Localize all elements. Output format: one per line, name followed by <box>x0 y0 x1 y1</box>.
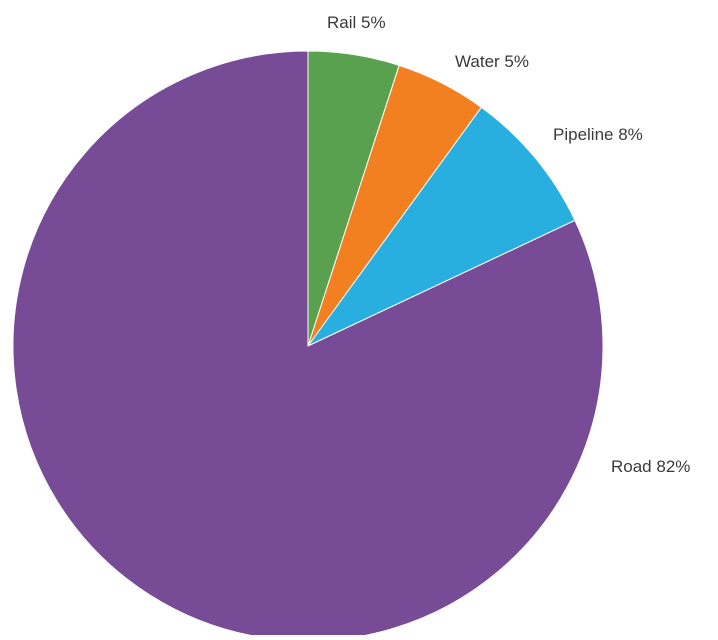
slice-label-pipeline: Pipeline 8% <box>553 125 643 144</box>
pie-labels: Rail 5% Water 5% Pipeline 8% Road 82% <box>327 13 690 476</box>
pie-slice-road <box>12 50 604 640</box>
slice-label-road: Road 82% <box>611 457 690 476</box>
pie-slice-pipeline <box>307 106 576 347</box>
slice-label-water: Water 5% <box>455 52 529 71</box>
slice-label-rail: Rail 5% <box>327 13 386 32</box>
pie-slices <box>12 50 604 640</box>
